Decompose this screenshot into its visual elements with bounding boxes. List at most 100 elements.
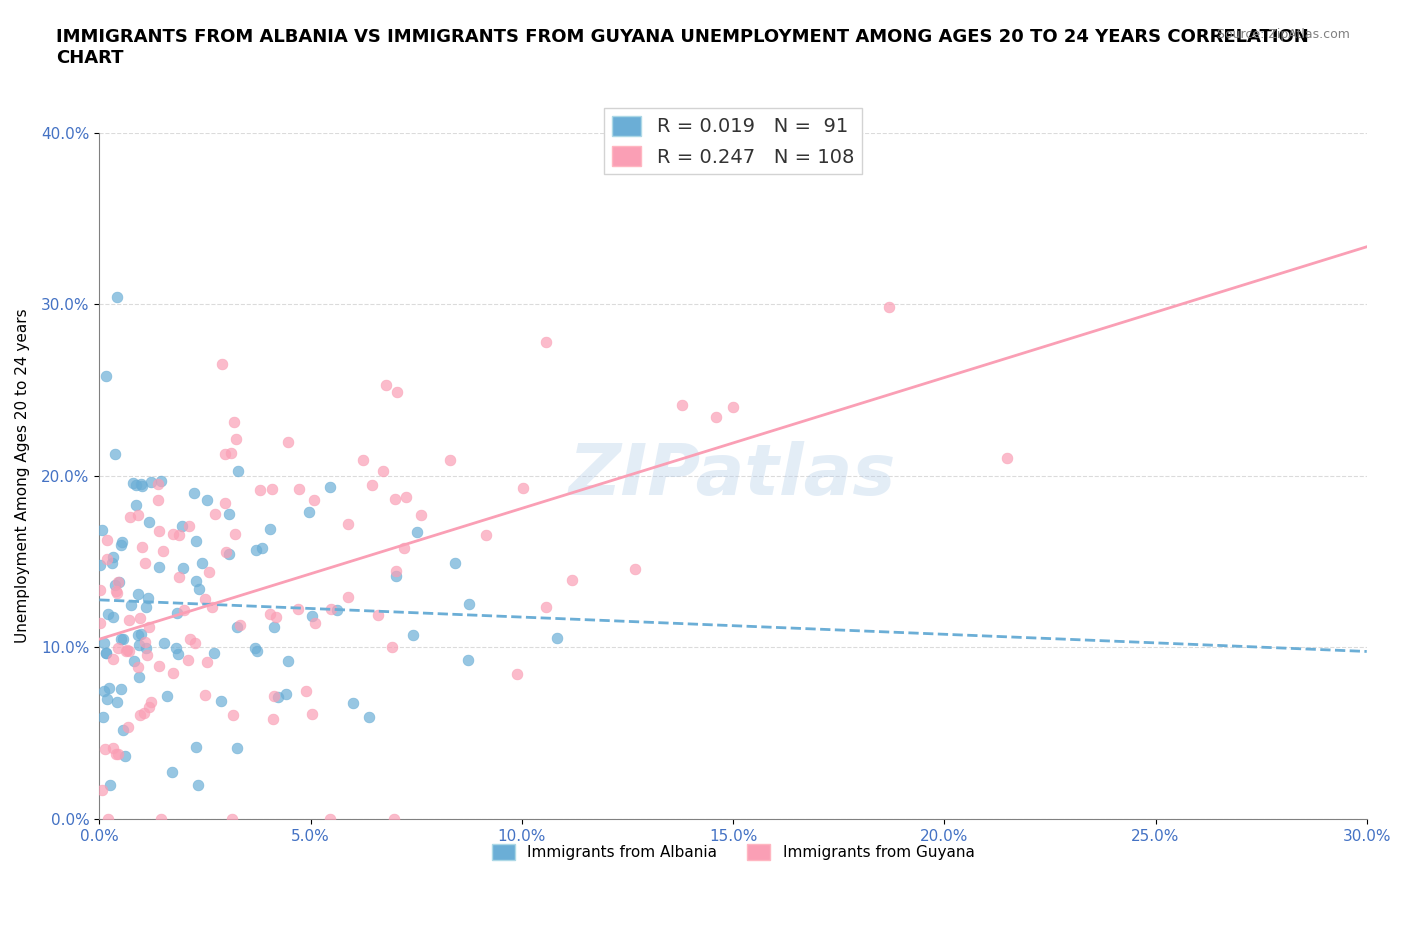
- Point: [457, 653, 479, 668]
- Point: [624, 562, 647, 577]
- Point: [214, 446, 236, 461]
- Point: [134, 634, 156, 649]
- Point: [117, 720, 139, 735]
- Point: [111, 723, 134, 737]
- Point: [94, 645, 117, 660]
- Point: [110, 538, 132, 552]
- Point: [111, 535, 134, 550]
- Point: [148, 524, 170, 538]
- Point: [384, 568, 406, 583]
- Point: [141, 474, 163, 489]
- Point: [148, 658, 170, 673]
- Point: [107, 747, 129, 762]
- Point: [98, 777, 121, 792]
- Point: [304, 616, 326, 631]
- Point: [211, 356, 233, 371]
- Point: [101, 550, 124, 565]
- Point: [194, 688, 217, 703]
- Point: [506, 666, 529, 681]
- Point: [274, 686, 297, 701]
- Point: [214, 496, 236, 511]
- Point: [262, 711, 284, 726]
- Point: [395, 490, 418, 505]
- Point: [89, 582, 111, 597]
- Point: [439, 453, 461, 468]
- Point: [249, 483, 271, 498]
- Point: [127, 508, 149, 523]
- Point: [105, 695, 128, 710]
- Text: IMMIGRANTS FROM ALBANIA VS IMMIGRANTS FROM GUYANA UNEMPLOYMENT AMONG AGES 20 TO : IMMIGRANTS FROM ALBANIA VS IMMIGRANTS FR…: [56, 28, 1309, 67]
- Point: [357, 710, 380, 724]
- Point: [195, 655, 218, 670]
- Point: [183, 485, 205, 500]
- Point: [264, 610, 287, 625]
- Point: [93, 684, 115, 698]
- Point: [704, 409, 727, 424]
- Point: [93, 741, 115, 756]
- Point: [149, 474, 172, 489]
- Point: [342, 695, 364, 710]
- Point: [287, 602, 309, 617]
- Point: [167, 646, 190, 661]
- Point: [385, 384, 408, 399]
- Point: [997, 450, 1019, 465]
- Point: [138, 515, 160, 530]
- Point: [122, 654, 145, 669]
- Point: [202, 646, 225, 661]
- Point: [98, 681, 121, 696]
- Point: [221, 445, 243, 460]
- Point: [277, 435, 299, 450]
- Point: [125, 478, 148, 493]
- Point: [298, 504, 321, 519]
- Point: [120, 510, 142, 525]
- Point: [128, 638, 150, 653]
- Point: [392, 541, 415, 556]
- Point: [877, 299, 900, 314]
- Point: [136, 591, 159, 605]
- Point: [458, 597, 481, 612]
- Point: [103, 652, 125, 667]
- Point: [336, 590, 359, 604]
- Point: [160, 764, 183, 779]
- Point: [319, 811, 342, 826]
- Point: [96, 551, 118, 566]
- Point: [267, 690, 290, 705]
- Point: [194, 591, 217, 606]
- Point: [411, 508, 433, 523]
- Point: [127, 587, 149, 602]
- Point: [146, 476, 169, 491]
- Point: [534, 599, 557, 614]
- Point: [101, 555, 124, 570]
- Point: [152, 635, 174, 650]
- Point: [406, 525, 429, 539]
- Point: [263, 688, 285, 703]
- Point: [371, 463, 394, 478]
- Point: [96, 645, 118, 660]
- Point: [184, 533, 207, 548]
- Legend: Immigrants from Albania, Immigrants from Guyana: Immigrants from Albania, Immigrants from…: [485, 838, 980, 866]
- Point: [246, 644, 269, 658]
- Point: [169, 527, 191, 542]
- Point: [96, 607, 118, 622]
- Point: [360, 478, 382, 493]
- Point: [156, 688, 179, 703]
- Point: [149, 811, 172, 826]
- Point: [326, 603, 349, 618]
- Point: [229, 618, 252, 632]
- Point: [250, 540, 273, 555]
- Point: [105, 583, 128, 598]
- Point: [186, 739, 208, 754]
- Point: [135, 600, 157, 615]
- Point: [177, 519, 200, 534]
- Point: [172, 561, 194, 576]
- Point: [138, 699, 160, 714]
- Point: [104, 747, 127, 762]
- Point: [97, 811, 120, 826]
- Point: [166, 605, 188, 620]
- Point: [224, 527, 246, 542]
- Point: [226, 619, 249, 634]
- Point: [93, 635, 115, 650]
- Point: [215, 544, 238, 559]
- Point: [127, 659, 149, 674]
- Point: [134, 706, 156, 721]
